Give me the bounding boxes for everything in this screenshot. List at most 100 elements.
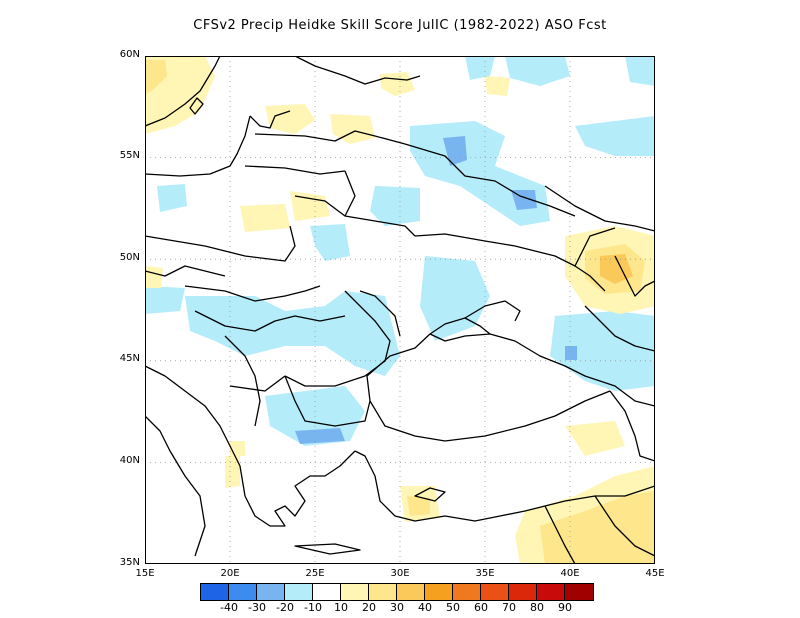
legend-label: -40 (220, 601, 238, 614)
shade-pos20-s1 (407, 496, 430, 516)
legend-label: 20 (362, 601, 376, 614)
ytick-35n: 35N (119, 557, 140, 568)
shade-neg10-ne3 (625, 56, 655, 86)
levant-coast (544, 505, 576, 564)
legend-swatch (509, 584, 537, 600)
legend-swatch (481, 584, 509, 600)
legend-swatch (453, 584, 481, 600)
shade-pos10-sw (225, 456, 240, 488)
legend-label: -10 (304, 601, 322, 614)
shade-neg20-c3 (295, 428, 345, 444)
xtick-30e: 30E (390, 568, 410, 579)
legend-label: 80 (530, 601, 544, 614)
xtick-15e: 15E (135, 568, 155, 579)
border-czech (184, 285, 321, 302)
legend-swatch (537, 584, 565, 600)
graticule (145, 56, 655, 564)
shade-pos10-w2 (240, 204, 290, 232)
baltic-east-coast (145, 115, 251, 177)
cyprus (414, 487, 446, 502)
legend-label: 50 (446, 601, 460, 614)
azov (464, 300, 521, 322)
scandinavia-coast (145, 56, 221, 127)
legend-colorbar (200, 583, 594, 601)
skill-score-map (145, 56, 655, 564)
legend-label: 60 (474, 601, 488, 614)
shade-neg10-c1 (410, 121, 550, 226)
shade-neg10-w1 (157, 184, 187, 212)
ytick-60n: 60N (119, 49, 140, 60)
border-russia-ukraine (414, 233, 606, 292)
shade-pos10-w4 (230, 441, 245, 456)
border-balkans-3 (229, 375, 286, 392)
italy-coast (145, 415, 206, 557)
ytick-45n: 45N (119, 353, 140, 364)
ytick-40n: 40N (119, 455, 140, 466)
border-balkans-2 (284, 375, 371, 427)
shade-neg10-w3 (145, 286, 185, 314)
legend-label: -20 (276, 601, 294, 614)
skill-shading (145, 56, 655, 564)
shade-pos10-n4 (485, 76, 510, 96)
finland-coast (294, 56, 421, 85)
xtick-25e: 25E (305, 568, 325, 579)
border-poland (145, 225, 296, 262)
greece-coast (244, 450, 356, 527)
border-moldova (359, 290, 401, 337)
ytick-50n: 50N (119, 252, 140, 263)
shade-pos10-n3 (380, 72, 415, 96)
chart-title: CFSv2 Precip Heidke Skill Score JulIC (1… (193, 18, 607, 33)
border-hungary (194, 310, 346, 332)
legend-label: 10 (334, 601, 348, 614)
border-east-2 (574, 227, 616, 267)
turkey-border-east (609, 390, 655, 462)
xtick-40e: 40E (560, 568, 580, 579)
border-5 (404, 143, 576, 217)
shade-neg20-c1 (443, 136, 467, 166)
shade-pos20-nw (145, 60, 167, 94)
shade-pos10-nw2 (145, 266, 163, 288)
shade-neg10-c3 (310, 224, 350, 261)
shade-pos10-n2 (330, 114, 375, 144)
xtick-45e: 45E (645, 568, 665, 579)
gulf-riga (249, 110, 291, 129)
shade-neg20-e1 (565, 346, 577, 360)
shade-neg10-ne1 (465, 56, 495, 80)
border-1 (254, 130, 406, 145)
shade-pos10-c3 (290, 191, 330, 221)
shade-neg10-c2 (370, 186, 420, 226)
crete (294, 543, 361, 555)
legend-swatch (565, 584, 593, 600)
legend-swatch (229, 584, 257, 600)
shade-neg10-c5 (185, 291, 400, 376)
border-balkans-1 (224, 335, 261, 427)
coastlines-borders (145, 56, 655, 564)
legend-label: 40 (418, 601, 432, 614)
border-4 (344, 170, 356, 217)
map-frame (145, 56, 655, 564)
xtick-20e: 20E (220, 568, 240, 579)
gotland (189, 97, 204, 115)
legend-swatch (201, 584, 229, 600)
legend-label: 30 (390, 601, 404, 614)
shade-pos10-se2 (565, 421, 625, 456)
legend-label: -30 (248, 601, 266, 614)
caucasus-border (584, 305, 655, 352)
border-2 (244, 165, 346, 175)
border-germany (145, 265, 226, 277)
legend-label: 70 (502, 601, 516, 614)
shade-neg10-e1 (575, 116, 655, 156)
black-sea-south (369, 390, 611, 442)
legend-swatch (257, 584, 285, 600)
shade-pos20-se (540, 491, 655, 564)
iraq-border (594, 495, 655, 557)
legend-swatch (341, 584, 369, 600)
shade-pos10-n1 (265, 104, 315, 134)
map-panel (145, 56, 655, 564)
xtick-35e: 35E (475, 568, 495, 579)
border-east-1 (544, 185, 655, 232)
legend-swatch (285, 584, 313, 600)
ytick-55n: 55N (119, 150, 140, 161)
legend-swatch (313, 584, 341, 600)
shade-neg10-c4 (420, 256, 490, 341)
